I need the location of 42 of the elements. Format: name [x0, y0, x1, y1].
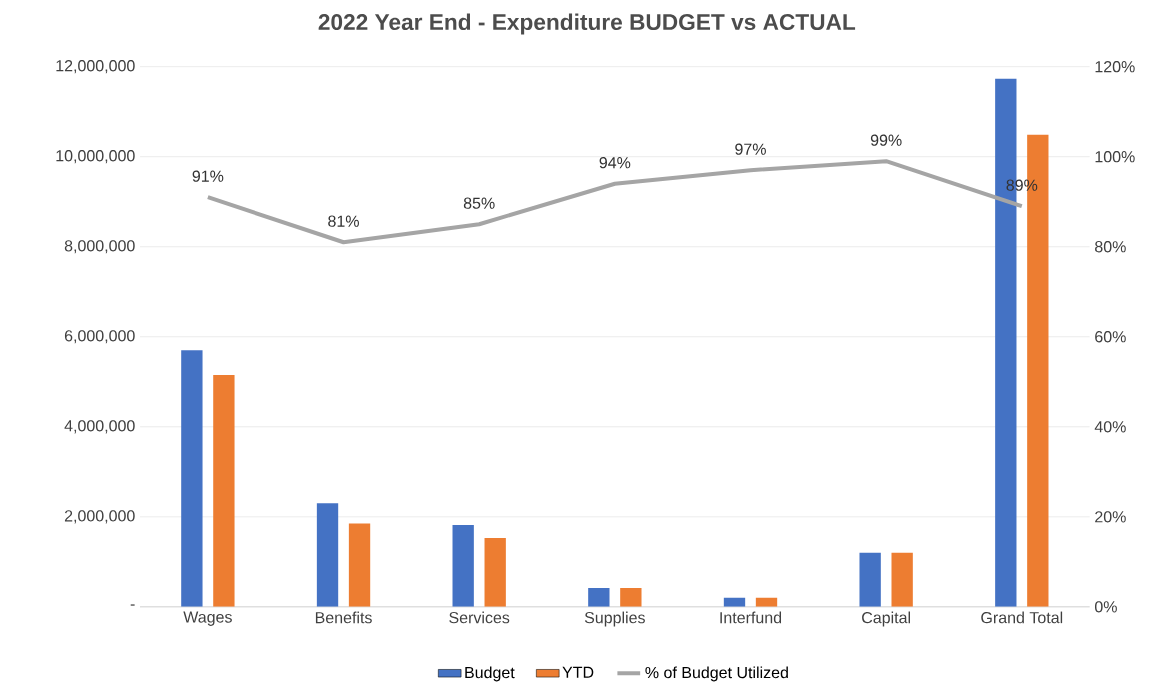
bar	[891, 553, 913, 608]
x-tick-label: Interfund	[720, 611, 782, 624]
y-tick-label: 4,000,000	[64, 420, 135, 434]
data-label: 97%	[735, 143, 766, 156]
x-tick-label: Grand Total	[981, 611, 1063, 624]
legend-label: YTD	[562, 667, 594, 678]
chart-title: 2022 Year End - Expenditure BUDGET vs ACTUAL	[318, 13, 856, 35]
data-label: 89%	[1006, 179, 1038, 192]
y2-tick-label: 20%	[1095, 511, 1126, 523]
y2-tick-label: 100%	[1095, 151, 1135, 163]
y-tick-label: 12,000,000	[56, 60, 135, 74]
y2-tick-label: 40%	[1094, 421, 1126, 433]
y-tick-label: -	[130, 604, 135, 606]
data-label: 99%	[870, 134, 902, 147]
data-label: 81%	[328, 215, 359, 228]
y2-tick-label: 0%	[1094, 601, 1117, 613]
y-tick-label: 8,000,000	[64, 240, 135, 254]
bar	[484, 538, 506, 608]
x-tick-label: Benefits	[315, 611, 372, 624]
bar	[452, 525, 474, 608]
bar	[859, 553, 881, 608]
x-tick-label: Wages	[183, 611, 232, 627]
x-tick-label: Services	[449, 611, 510, 624]
bar	[620, 588, 642, 608]
legend-label: Budget	[465, 666, 515, 682]
data-label: 85%	[463, 197, 495, 210]
bar	[213, 375, 235, 608]
y2-tick-label: 120%	[1095, 61, 1135, 73]
bar	[181, 350, 203, 608]
bar	[316, 503, 339, 608]
y2-tick-label: 60%	[1095, 331, 1126, 343]
x-tick-label: Supplies	[584, 611, 645, 627]
legend-label: % of Budget Utilized	[645, 666, 788, 682]
data-label: 94%	[599, 157, 631, 169]
y-tick-label: 10,000,000	[56, 150, 135, 164]
data-label: 91%	[192, 170, 224, 183]
y-tick-label: 6,000,000	[64, 330, 135, 344]
x-tick-label: Capital	[862, 611, 910, 627]
bar	[348, 523, 371, 608]
y2-tick-label: 80%	[1095, 241, 1126, 253]
y-tick-label: 2,000,000	[64, 510, 135, 524]
bar	[588, 588, 610, 608]
